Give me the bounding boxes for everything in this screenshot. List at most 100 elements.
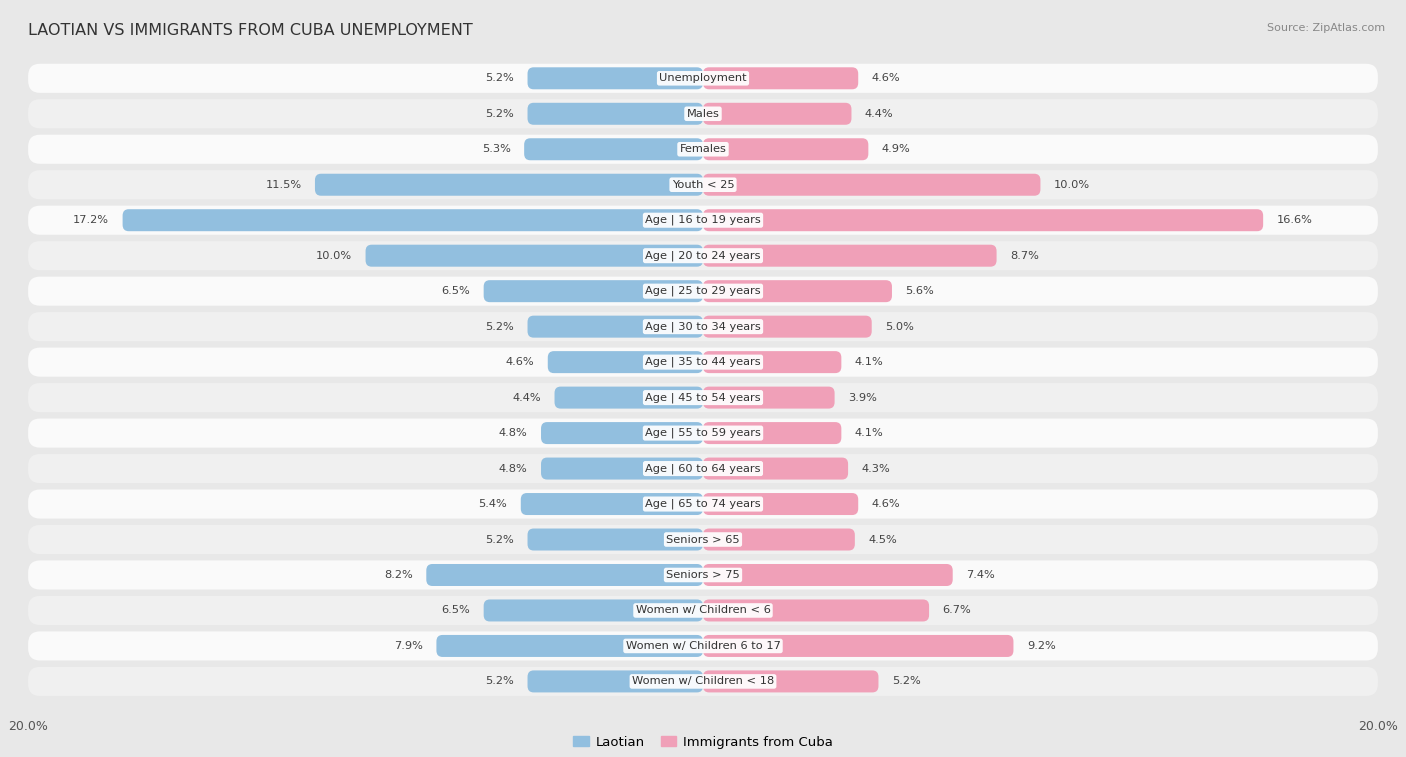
Text: Unemployment: Unemployment [659, 73, 747, 83]
FancyBboxPatch shape [703, 528, 855, 550]
FancyBboxPatch shape [28, 419, 1378, 447]
FancyBboxPatch shape [703, 564, 953, 586]
Text: 4.5%: 4.5% [869, 534, 897, 544]
FancyBboxPatch shape [366, 245, 703, 266]
Text: 17.2%: 17.2% [73, 215, 110, 226]
Text: Males: Males [686, 109, 720, 119]
FancyBboxPatch shape [28, 596, 1378, 625]
Text: Age | 45 to 54 years: Age | 45 to 54 years [645, 392, 761, 403]
FancyBboxPatch shape [703, 139, 869, 160]
Text: 6.5%: 6.5% [441, 286, 470, 296]
FancyBboxPatch shape [28, 454, 1378, 483]
Text: 4.1%: 4.1% [855, 428, 883, 438]
Text: LAOTIAN VS IMMIGRANTS FROM CUBA UNEMPLOYMENT: LAOTIAN VS IMMIGRANTS FROM CUBA UNEMPLOY… [28, 23, 472, 38]
FancyBboxPatch shape [527, 671, 703, 693]
Text: 10.0%: 10.0% [1054, 179, 1090, 190]
FancyBboxPatch shape [28, 170, 1378, 199]
FancyBboxPatch shape [527, 528, 703, 550]
Text: 16.6%: 16.6% [1277, 215, 1313, 226]
Text: 5.2%: 5.2% [485, 322, 515, 332]
FancyBboxPatch shape [484, 600, 703, 621]
FancyBboxPatch shape [28, 383, 1378, 412]
Text: Age | 55 to 59 years: Age | 55 to 59 years [645, 428, 761, 438]
Legend: Laotian, Immigrants from Cuba: Laotian, Immigrants from Cuba [568, 731, 838, 754]
FancyBboxPatch shape [703, 422, 841, 444]
FancyBboxPatch shape [28, 347, 1378, 377]
FancyBboxPatch shape [703, 671, 879, 693]
Text: 4.4%: 4.4% [865, 109, 894, 119]
Text: 10.0%: 10.0% [316, 251, 352, 260]
Text: Women w/ Children < 18: Women w/ Children < 18 [631, 677, 775, 687]
FancyBboxPatch shape [703, 67, 858, 89]
FancyBboxPatch shape [703, 457, 848, 479]
FancyBboxPatch shape [28, 135, 1378, 164]
FancyBboxPatch shape [703, 245, 997, 266]
FancyBboxPatch shape [527, 316, 703, 338]
FancyBboxPatch shape [315, 174, 703, 196]
FancyBboxPatch shape [28, 560, 1378, 590]
FancyBboxPatch shape [28, 667, 1378, 696]
Text: 4.6%: 4.6% [872, 499, 900, 509]
Text: Women w/ Children 6 to 17: Women w/ Children 6 to 17 [626, 641, 780, 651]
Text: Women w/ Children < 6: Women w/ Children < 6 [636, 606, 770, 615]
FancyBboxPatch shape [484, 280, 703, 302]
Text: 5.2%: 5.2% [485, 534, 515, 544]
FancyBboxPatch shape [28, 276, 1378, 306]
Text: Age | 20 to 24 years: Age | 20 to 24 years [645, 251, 761, 261]
Text: Age | 30 to 34 years: Age | 30 to 34 years [645, 322, 761, 332]
Text: 5.2%: 5.2% [485, 73, 515, 83]
FancyBboxPatch shape [28, 99, 1378, 129]
Text: 11.5%: 11.5% [266, 179, 301, 190]
Text: 4.6%: 4.6% [872, 73, 900, 83]
Text: Age | 60 to 64 years: Age | 60 to 64 years [645, 463, 761, 474]
Text: 8.2%: 8.2% [384, 570, 413, 580]
Text: 7.4%: 7.4% [966, 570, 995, 580]
Text: Age | 65 to 74 years: Age | 65 to 74 years [645, 499, 761, 509]
FancyBboxPatch shape [28, 64, 1378, 93]
Text: 5.2%: 5.2% [485, 677, 515, 687]
Text: Seniors > 65: Seniors > 65 [666, 534, 740, 544]
Text: 4.8%: 4.8% [499, 428, 527, 438]
FancyBboxPatch shape [703, 635, 1014, 657]
Text: 4.3%: 4.3% [862, 463, 890, 474]
Text: Youth < 25: Youth < 25 [672, 179, 734, 190]
Text: 5.3%: 5.3% [482, 145, 510, 154]
FancyBboxPatch shape [520, 493, 703, 515]
Text: Females: Females [679, 145, 727, 154]
FancyBboxPatch shape [122, 209, 703, 231]
Text: 6.5%: 6.5% [441, 606, 470, 615]
Text: 9.2%: 9.2% [1026, 641, 1056, 651]
Text: 7.9%: 7.9% [394, 641, 423, 651]
FancyBboxPatch shape [527, 103, 703, 125]
Text: 5.2%: 5.2% [485, 109, 515, 119]
Text: 4.6%: 4.6% [506, 357, 534, 367]
FancyBboxPatch shape [703, 174, 1040, 196]
FancyBboxPatch shape [703, 387, 835, 409]
FancyBboxPatch shape [703, 280, 891, 302]
FancyBboxPatch shape [28, 312, 1378, 341]
FancyBboxPatch shape [28, 241, 1378, 270]
FancyBboxPatch shape [524, 139, 703, 160]
FancyBboxPatch shape [28, 631, 1378, 661]
FancyBboxPatch shape [541, 422, 703, 444]
FancyBboxPatch shape [703, 600, 929, 621]
FancyBboxPatch shape [703, 103, 852, 125]
Text: 4.9%: 4.9% [882, 145, 911, 154]
FancyBboxPatch shape [541, 457, 703, 479]
FancyBboxPatch shape [28, 206, 1378, 235]
FancyBboxPatch shape [703, 493, 858, 515]
Text: Seniors > 75: Seniors > 75 [666, 570, 740, 580]
Text: Age | 25 to 29 years: Age | 25 to 29 years [645, 286, 761, 297]
Text: 5.2%: 5.2% [891, 677, 921, 687]
Text: Source: ZipAtlas.com: Source: ZipAtlas.com [1267, 23, 1385, 33]
FancyBboxPatch shape [426, 564, 703, 586]
Text: 5.6%: 5.6% [905, 286, 934, 296]
FancyBboxPatch shape [28, 525, 1378, 554]
Text: 4.8%: 4.8% [499, 463, 527, 474]
Text: 4.1%: 4.1% [855, 357, 883, 367]
FancyBboxPatch shape [703, 209, 1263, 231]
Text: Age | 35 to 44 years: Age | 35 to 44 years [645, 357, 761, 367]
FancyBboxPatch shape [527, 67, 703, 89]
Text: 5.4%: 5.4% [478, 499, 508, 509]
FancyBboxPatch shape [548, 351, 703, 373]
